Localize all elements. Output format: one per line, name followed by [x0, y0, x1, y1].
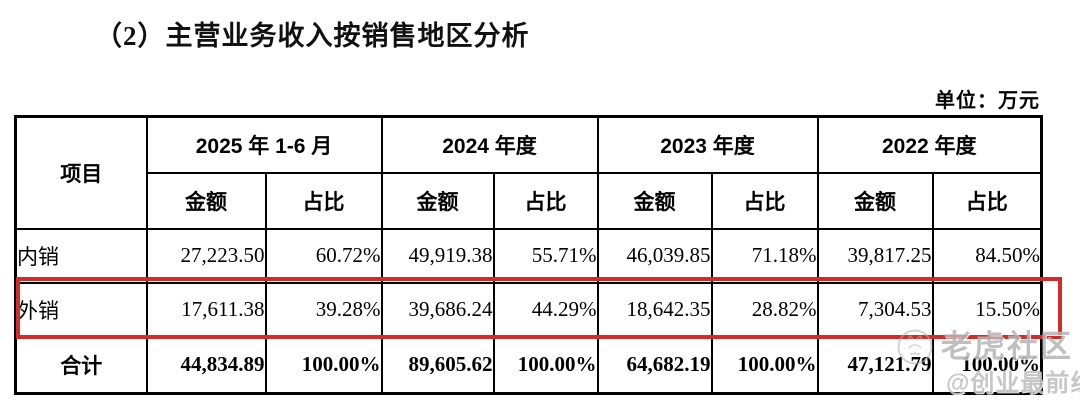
revenue-by-region-table: 项目 2025 年 1-6 月 2024 年度 2023 年度 2022 年度 …: [14, 115, 1044, 395]
table-cell: 89,605.62: [380, 335, 495, 395]
table-cell: 44,834.89: [145, 335, 267, 395]
subheader-ratio-2023: 占比: [710, 171, 819, 230]
table-cell: 64,682.19: [596, 335, 713, 395]
table-cell: 71.18%: [710, 227, 819, 284]
table-cell: 46,039.85: [596, 227, 713, 284]
table-cell: 44.29%: [492, 281, 599, 338]
table-cell: 28.82%: [710, 281, 819, 338]
column-header-period-2025h1: 2025 年 1-6 月: [145, 115, 383, 174]
column-header-period-2022: 2022 年度: [816, 115, 1043, 174]
table-cell: 15.50%: [931, 281, 1043, 338]
table-cell: 55.71%: [492, 227, 599, 284]
table-cell: 100.00%: [492, 335, 599, 395]
table-row-total: 合计 44,834.89 100.00% 89,605.62 100.00% 6…: [14, 335, 1043, 395]
table-cell: 47,121.79: [816, 335, 934, 395]
unit-label: 单位：万元: [935, 90, 1040, 112]
table-cell: 49,919.38: [380, 227, 495, 284]
table-cell: 100.00%: [264, 335, 383, 395]
column-header-period-2023: 2023 年度: [596, 115, 819, 174]
table-cell: 39,817.25: [816, 227, 934, 284]
subheader-amount-2025h1: 金额: [145, 171, 267, 230]
row-label-total: 合计: [14, 335, 148, 395]
table-cell: 39,686.24: [380, 281, 495, 338]
subheader-ratio-2022: 占比: [931, 171, 1043, 230]
header-row-periods: 项目 2025 年 1-6 月 2024 年度 2023 年度 2022 年度: [14, 115, 1043, 230]
subheader-amount-2024: 金额: [380, 171, 495, 230]
column-header-item: 项目: [14, 115, 148, 230]
table-cell: 84.50%: [931, 227, 1043, 284]
table-cell: 39.28%: [264, 281, 383, 338]
table-cell: 100.00%: [931, 335, 1043, 395]
row-label-export: 外销: [14, 281, 148, 338]
table-row-domestic-sales: 内销 27,223.50 60.72% 49,919.38 55.71% 46,…: [14, 227, 1043, 284]
section-title: （2）主营业务收入按销售地区分析: [95, 21, 530, 51]
column-header-period-2024: 2024 年度: [380, 115, 599, 174]
table-cell: 60.72%: [264, 227, 383, 284]
table-cell: 18,642.35: [596, 281, 713, 338]
subheader-amount-2023: 金额: [596, 171, 713, 230]
header-row-subcolumns: 金额 占比 金额 占比 金额 占比 金额 占比: [16, 171, 1043, 230]
table-cell: 17,611.38: [145, 281, 267, 338]
subheader-ratio-2025h1: 占比: [264, 171, 383, 230]
table-cell: 100.00%: [710, 335, 819, 395]
row-label-domestic: 内销: [14, 227, 148, 284]
subheader-amount-2022: 金额: [816, 171, 934, 230]
table-cell: 27,223.50: [145, 227, 267, 284]
table-row-export-sales: 外销 17,611.38 39.28% 39,686.24 44.29% 18,…: [14, 281, 1043, 338]
subheader-ratio-2024: 占比: [492, 171, 599, 230]
table-cell: 7,304.53: [816, 281, 934, 338]
